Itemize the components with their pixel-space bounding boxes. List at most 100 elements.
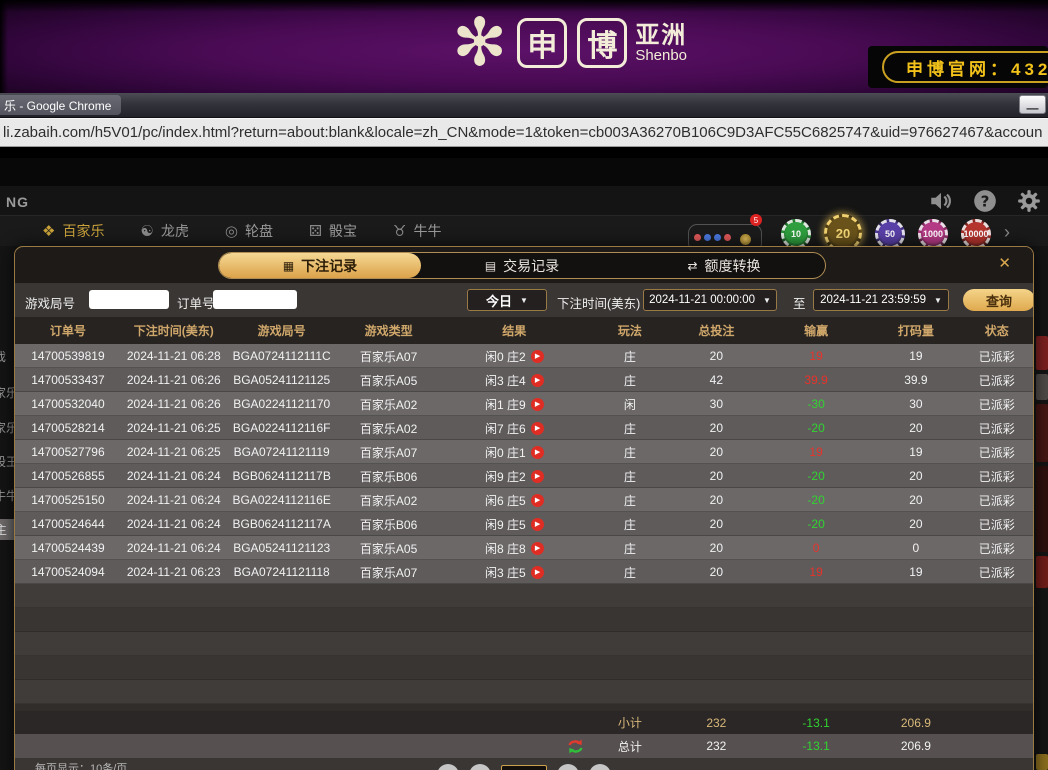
date-from-select[interactable]: 2024-11-21 00:00:00 ▼: [643, 289, 777, 311]
result-text: 闲9 庄2: [484, 469, 526, 484]
cell-bet-time: 2024-11-21 06:26: [126, 397, 221, 411]
logo-region-en: Shenbo: [635, 46, 688, 64]
column-header: 输赢: [804, 324, 829, 338]
speaker-icon[interactable]: [928, 188, 954, 214]
to-label: 至: [793, 297, 806, 311]
cell-bet-side: 庄: [623, 493, 636, 508]
pagination-first[interactable]: [437, 764, 459, 770]
help-icon[interactable]: ?: [972, 188, 998, 214]
cell-bet-side: 庄: [623, 373, 636, 388]
chip-1000[interactable]: 1000: [918, 219, 948, 249]
tab-额度转换[interactable]: ⇄ 额度转换: [623, 253, 825, 278]
chip-10[interactable]: 10: [781, 219, 811, 249]
pagination-last[interactable]: [589, 764, 611, 770]
column-header: 状态: [984, 324, 1009, 338]
cell-game-type: 百家乐B06: [359, 517, 418, 532]
date-from-value: 2024-11-21 00:00:00: [649, 294, 755, 306]
cell-total-bet: 20: [709, 421, 724, 435]
cell-volume: 19: [909, 565, 923, 579]
date-to-value: 2024-11-21 23:59:59: [820, 294, 926, 306]
search-button[interactable]: 查询: [963, 289, 1033, 311]
tab-label: 额度转换: [704, 257, 761, 274]
official-site-banner[interactable]: 申博官网：432: [882, 51, 1048, 83]
page-number-box[interactable]: [501, 765, 547, 770]
bet-time-label: 下注时间(美东): [557, 297, 641, 311]
game-icon: ☯: [140, 222, 154, 240]
chips-more-arrow[interactable]: ›: [1004, 222, 1010, 242]
play-button[interactable]: ▶: [530, 565, 544, 579]
cell-order-no: 14700524094: [31, 565, 105, 579]
game-nav-bar: [0, 215, 1048, 246]
gear-icon[interactable]: [1016, 188, 1042, 214]
date-range-value: 今日: [486, 293, 513, 309]
game-icon: ♉: [393, 222, 407, 240]
play-button[interactable]: ▶: [530, 445, 544, 459]
play-button[interactable]: ▶: [530, 397, 544, 411]
date-range-select[interactable]: 今日 ▼: [467, 289, 547, 311]
minimize-button[interactable]: —: [1019, 95, 1046, 114]
cell-game-round: BGB0624112117A: [232, 517, 331, 531]
cell-total-bet: 42: [709, 373, 724, 387]
address-bar[interactable]: li.zabaih.com/h5V01/pc/index.html?return…: [0, 118, 1048, 147]
cell-status: 已派彩: [978, 349, 1015, 364]
date-to-select[interactable]: 2024-11-21 23:59:59 ▼: [813, 289, 949, 311]
chip-20[interactable]: 20: [824, 214, 862, 252]
play-button[interactable]: ▶: [530, 493, 544, 507]
game-icon: ❖: [42, 222, 56, 240]
order-no-input[interactable]: [213, 290, 297, 309]
cell-game-round: BGA0224112116F: [232, 421, 331, 435]
cell-volume: 20: [909, 493, 923, 507]
tab-下注记录[interactable]: ▦ 下注记录: [219, 253, 421, 278]
cell-order-no: 14700539819: [31, 349, 105, 363]
cell-game-type: 百家乐A07: [359, 445, 418, 460]
tab-label: 交易记录: [503, 257, 560, 274]
play-button[interactable]: ▶: [530, 469, 544, 483]
nav-item-轮盘[interactable]: ◎ 轮盘: [225, 221, 273, 241]
cell-order-no: 14700532040: [31, 397, 105, 411]
sidebar-fragment: 家乐: [0, 421, 19, 435]
play-button[interactable]: ▶: [530, 373, 544, 387]
subtotal-volume: 206.9: [900, 715, 931, 730]
nav-item-龙虎[interactable]: ☯ 龙虎: [140, 221, 188, 241]
order-no-label: 订单号: [177, 297, 215, 311]
nav-item-牛牛[interactable]: ♉ 牛牛: [393, 221, 441, 241]
cell-order-no: 14700528214: [31, 421, 105, 435]
cell-bet-time: 2024-11-21 06:28: [126, 349, 221, 363]
play-button[interactable]: ▶: [530, 421, 544, 435]
table-body: 14700539819 2024-11-21 06:28 BGA0724112111…: [15, 344, 1033, 704]
subtotal-win: -13.1: [802, 715, 830, 730]
result-text: 闲6 庄5: [484, 493, 526, 508]
nav-item-百家乐[interactable]: ❖ 百家乐: [42, 221, 104, 241]
column-header: 订单号: [49, 324, 86, 338]
game-round-input[interactable]: [89, 290, 169, 309]
cell-game-type: 百家乐A02: [359, 421, 418, 436]
pagination: [437, 764, 611, 770]
play-button[interactable]: ▶: [530, 517, 544, 531]
tab-交易记录[interactable]: ▤ 交易记录: [421, 253, 623, 278]
cell-game-round: BGA0724112111C: [232, 349, 331, 363]
swap-icon[interactable]: [567, 738, 584, 755]
chevron-down-icon: ▼: [763, 295, 771, 305]
cell-bet-side: 庄: [623, 469, 636, 484]
close-icon[interactable]: ✕: [998, 255, 1011, 272]
play-button[interactable]: ▶: [530, 349, 544, 363]
nav-item-label: 龙虎: [160, 223, 189, 239]
cell-order-no: 14700524644: [31, 517, 105, 531]
play-button[interactable]: ▶: [530, 541, 544, 555]
cell-game-type: 百家乐A02: [359, 397, 418, 412]
cell-bet-side: 庄: [623, 445, 636, 460]
pagination-prev[interactable]: [469, 764, 491, 770]
nav-item-骰宝[interactable]: ⚄ 骰宝: [309, 221, 357, 241]
logo-region: 亚洲 Shenbo: [635, 22, 688, 64]
chip-10000[interactable]: 10000: [961, 219, 991, 249]
cell-win-loss: 39.9: [804, 373, 828, 387]
browser-title-bar: 乐 - Google Chrome —: [0, 93, 1048, 118]
cell-game-round: BGA05241121123: [233, 541, 331, 555]
pagination-next[interactable]: [557, 764, 579, 770]
subtotal-row: 小计 232 -13.1 206.9: [15, 711, 1033, 734]
chip-50[interactable]: 50: [875, 219, 905, 249]
cell-order-no: 14700525150: [31, 493, 105, 507]
sidebar-fragment: 股王: [0, 455, 19, 469]
lobby-top-strip: [0, 158, 1048, 186]
background-fragment: [1036, 336, 1048, 370]
